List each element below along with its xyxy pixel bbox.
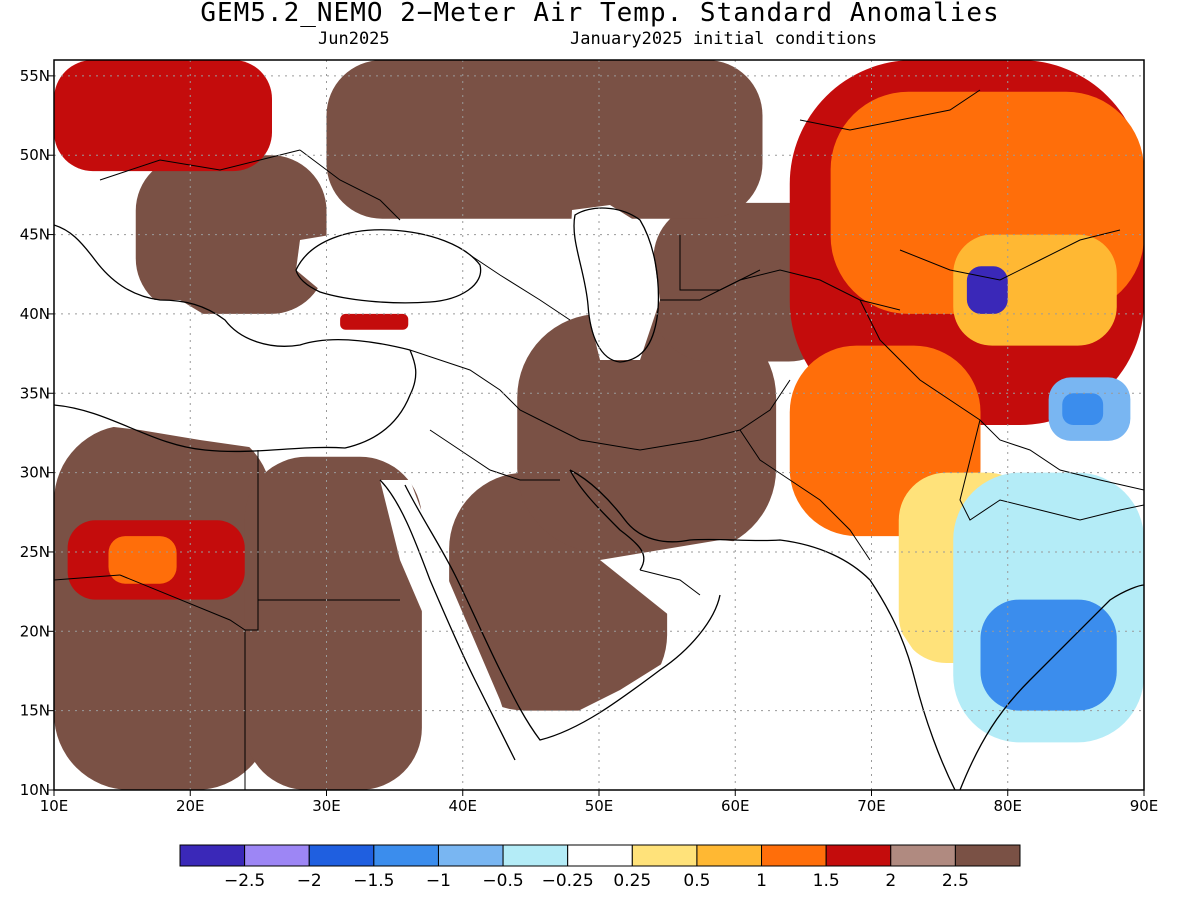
lat-tick-label: 45N	[20, 226, 50, 244]
lat-tick-label: 20N	[20, 622, 50, 640]
red-sea-neutral	[380, 480, 520, 760]
colorbar-label: 1.5	[813, 871, 840, 891]
mediterranean-neutral	[54, 300, 410, 450]
map-title: GEM5.2_NEMO 2−Meter Air Temp. Standard A…	[200, 0, 1000, 28]
lon-tick-label: 50E	[585, 797, 614, 815]
lon-tick-label: 70E	[857, 797, 886, 815]
colorbar-label: −0.5	[482, 871, 523, 891]
colorbar-label: −1	[426, 871, 451, 891]
colorbar-swatch	[890, 844, 956, 867]
colorbar-swatch	[179, 844, 246, 867]
country-borders	[54, 89, 1144, 790]
axis-labels: 10E 20E 30E 40E 50E 60E 70E 80E 90E 10N 15N 20N 25N 3…	[20, 67, 1159, 815]
colorbar-label: 1	[756, 871, 767, 891]
lat-tick-label: 50N	[20, 146, 50, 164]
lat-tick-label: 15N	[20, 702, 50, 720]
gridlines	[54, 60, 1144, 790]
lon-tick-label: 10E	[40, 797, 69, 815]
anomaly-field	[54, 60, 1144, 790]
coastlines	[54, 207, 1144, 790]
lat-tick-label: 35N	[20, 384, 50, 402]
kyrgyz-cold-core	[966, 266, 1008, 314]
europe-warm	[54, 60, 272, 172]
tian-shan-yellow	[953, 234, 1117, 346]
lon-tick-label: 40E	[448, 797, 477, 815]
colorbar-swatch	[761, 844, 827, 867]
colorbar-label: 2.5	[942, 871, 969, 891]
colorbar-swatch	[631, 844, 698, 867]
colorbar-label: 0.5	[683, 871, 710, 891]
colorbar-label: 0.25	[613, 871, 651, 891]
lon-tick-label: 80E	[993, 797, 1022, 815]
colorbar-label: −2.5	[224, 871, 265, 891]
lat-tick-label: 40N	[20, 305, 50, 323]
colorbar-swatch	[825, 844, 892, 867]
lat-tick-label: 25N	[20, 543, 50, 561]
lon-tick-label: 20E	[176, 797, 205, 815]
lon-tick-label: 30E	[312, 797, 341, 815]
russia-brown	[326, 60, 763, 219]
colorbar: −2.5 −2 −1.5 −1 −0.5 −0.25 0.25 0.5 1 1.5 2 2.5	[179, 844, 1021, 891]
colorbar-label: 2	[885, 871, 896, 891]
colorbar-label: −2	[297, 871, 322, 891]
arabian-sea-neutral	[520, 540, 950, 790]
lat-tick-label: 10N	[20, 781, 50, 799]
tibet-blue	[1062, 393, 1104, 425]
caspian-neutral	[570, 205, 660, 360]
colorbar-label: −0.25	[542, 871, 594, 891]
colorbar-swatch	[437, 844, 504, 867]
colorbar-label: −1.5	[353, 871, 394, 891]
lat-tick-label: 30N	[20, 464, 50, 482]
iran-brown	[517, 313, 777, 552]
colorbar-swatch	[567, 844, 633, 867]
forecast-month: Jun2025	[318, 29, 390, 49]
black-sea-neutral	[296, 230, 480, 305]
west-africa-orange	[108, 536, 177, 584]
balkans-brown	[135, 155, 327, 314]
initial-conditions-label: January2025 initial conditions	[570, 29, 878, 49]
colorbar-swatch	[502, 844, 569, 867]
neutral-areas	[54, 205, 950, 790]
india-blue	[980, 599, 1117, 711]
libya-egypt-brown	[244, 456, 422, 790]
lon-tick-label: 90E	[1130, 797, 1159, 815]
lon-tick-label: 60E	[721, 797, 750, 815]
turkey-warm	[340, 313, 409, 330]
lat-tick-label: 55N	[20, 67, 50, 85]
colorbar-swatch	[244, 844, 310, 867]
colorbar-swatch	[696, 844, 763, 867]
colorbar-swatch	[373, 844, 439, 867]
colorbar-swatch	[308, 844, 375, 867]
sahara-west-brown	[54, 425, 272, 790]
colorbar-swatch	[954, 844, 1021, 867]
